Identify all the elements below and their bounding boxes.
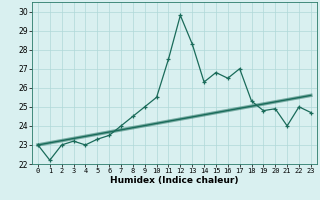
X-axis label: Humidex (Indice chaleur): Humidex (Indice chaleur) [110,176,239,185]
